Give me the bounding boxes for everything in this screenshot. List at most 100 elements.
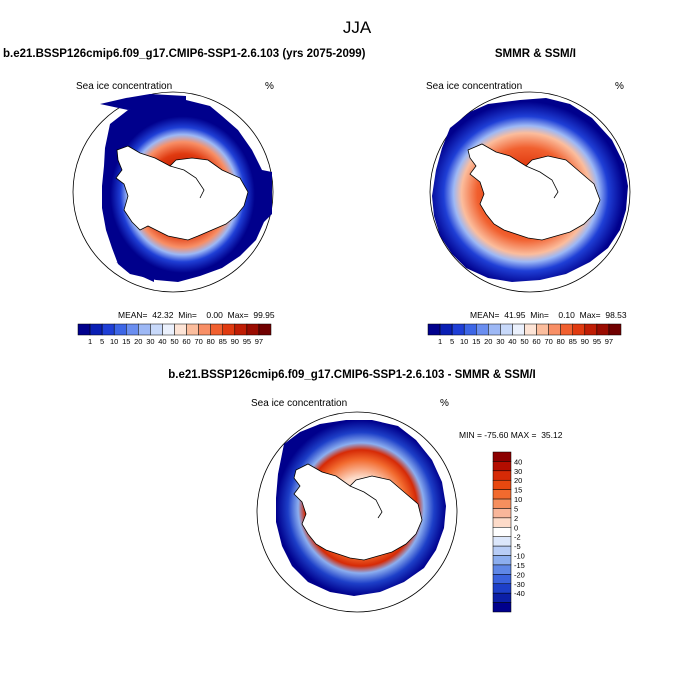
antarctica-landmass — [467, 143, 601, 241]
colorbar-swatch — [584, 323, 598, 336]
panel-title: SMMR & SSM/I — [495, 48, 576, 60]
colorbar-swatch — [234, 323, 248, 336]
colorbar-swatch — [222, 323, 236, 336]
colorbar-swatch — [77, 323, 91, 336]
colorbar-swatch — [492, 602, 512, 613]
stats-label: MEAN= 42.32 Min= 0.00 Max= 99.95 — [118, 310, 275, 320]
units-label: % — [265, 81, 274, 92]
polar-map — [72, 91, 274, 293]
antarctica-landmass — [293, 463, 423, 561]
colorbar-swatch — [439, 323, 453, 336]
colorbar-swatch — [492, 479, 512, 490]
colorbar-swatch — [492, 451, 512, 462]
colorbar-swatch — [492, 527, 512, 537]
colorbar-swatch — [258, 323, 272, 336]
colorbar-tick-label: 95 — [593, 337, 601, 346]
colorbar-swatch — [492, 517, 512, 528]
figure-title: JJA — [343, 18, 372, 37]
stats-label: MEAN= 41.95 Min= 0.10 Max= 98.53 — [470, 310, 627, 320]
colorbar-tick-label: -5 — [514, 542, 521, 551]
colorbar-observations: 1 5 10 15 20 30 40 50 60 70 80 85 90 95 97 — [427, 323, 622, 346]
colorbar-tick-label: 2 — [514, 514, 518, 523]
colorbar-tick-label: 40 — [508, 337, 516, 346]
colorbar-tick-label: 30 — [146, 337, 154, 346]
ross-sea-coast — [169, 165, 205, 199]
colorbar-tick-label: 95 — [243, 337, 251, 346]
colorbar-model: 1 5 10 15 20 30 40 50 60 70 80 85 90 95 97 — [77, 323, 272, 346]
colorbar-tick-label: -10 — [514, 552, 525, 561]
ross-sea-coast — [525, 165, 559, 199]
colorbar-swatch — [476, 323, 489, 336]
colorbar-swatch — [198, 323, 211, 336]
colorbar-swatch — [138, 323, 151, 336]
colorbar-swatch — [492, 592, 512, 603]
colorbar-tick-label: 60 — [532, 337, 540, 346]
panel-observations: SMMR & SSM/I Sea ice concentration % MEA… — [426, 48, 631, 346]
colorbar-tick-label: 40 — [158, 337, 166, 346]
colorbar-swatch — [101, 323, 115, 336]
colorbar-swatch — [463, 323, 477, 336]
polar-map — [256, 411, 458, 613]
colorbar-tick-label: 50 — [170, 337, 178, 346]
colorbar-swatch — [492, 545, 512, 556]
colorbar-swatch — [186, 323, 199, 336]
colorbar-tick-label: 70 — [194, 337, 202, 346]
colorbar-swatch — [89, 323, 103, 336]
colorbar-tick-label: 50 — [520, 337, 528, 346]
colorbar-tick-label: 97 — [255, 337, 263, 346]
antarctica-landmass — [115, 145, 249, 241]
colorbar-swatch — [492, 461, 512, 472]
colorbar-swatch — [113, 323, 127, 336]
colorbar-swatch — [492, 498, 512, 509]
colorbar-swatch — [492, 508, 512, 519]
colorbar-swatch — [492, 574, 512, 585]
colorbar-tick-label: 10 — [460, 337, 468, 346]
colorbar-swatch — [536, 323, 549, 336]
colorbar-swatch — [451, 323, 465, 336]
colorbar-swatch — [548, 323, 561, 336]
colorbar-swatch — [500, 323, 513, 336]
colorbar-swatch — [492, 470, 512, 481]
variable-label: Sea ice concentration — [76, 81, 172, 92]
colorbar-tick-label: -2 — [514, 533, 521, 542]
units-label: % — [440, 398, 449, 409]
colorbar-swatch — [492, 536, 512, 547]
colorbar-tick-label: 85 — [569, 337, 577, 346]
colorbar-swatch — [162, 323, 175, 336]
colorbar-tick-label: 60 — [182, 337, 190, 346]
colorbar-swatch — [572, 323, 586, 336]
colorbar-swatch — [492, 555, 512, 566]
colorbar-tick-label: 97 — [605, 337, 613, 346]
colorbar-swatch — [492, 583, 512, 594]
colorbar-tick-label: 90 — [581, 337, 589, 346]
variable-label: Sea ice concentration — [251, 398, 347, 409]
colorbar-tick-label: 5 — [450, 337, 454, 346]
colorbar-tick-label: 40 — [514, 457, 522, 466]
colorbar-swatch — [126, 323, 139, 336]
colorbar-tick-label: 20 — [484, 337, 492, 346]
colorbar-tick-label: 1 — [438, 337, 442, 346]
colorbar-tick-label: 80 — [557, 337, 565, 346]
colorbar-tick-label: 70 — [544, 337, 552, 346]
colorbar-tick-label: -15 — [514, 561, 525, 570]
colorbar-swatch — [246, 323, 260, 336]
colorbar-tick-label: 10 — [514, 495, 522, 504]
panel-difference: b.e21.BSSP126cmip6.f09_g17.CMIP6-SSP1-2.… — [168, 369, 563, 613]
colorbar-swatch — [512, 323, 525, 336]
colorbar-tick-label: 90 — [231, 337, 239, 346]
colorbar-tick-label: 15 — [514, 486, 522, 495]
stats-label: MIN = -75.60 MAX = 35.12 — [459, 430, 563, 440]
colorbar-swatch — [608, 323, 622, 336]
colorbar-tick-label: 5 — [514, 504, 518, 513]
colorbar-tick-label: 1 — [88, 337, 92, 346]
colorbar-swatch — [560, 323, 573, 336]
panel-title: b.e21.BSSP126cmip6.f09_g17.CMIP6-SSP1-2.… — [3, 48, 366, 60]
colorbar-tick-label: 85 — [219, 337, 227, 346]
colorbar-swatch — [427, 323, 441, 336]
colorbar-swatch — [596, 323, 610, 336]
colorbar-swatch — [492, 564, 512, 575]
colorbar-tick-label: 0 — [514, 523, 518, 532]
ross-sea-coast — [349, 485, 383, 519]
